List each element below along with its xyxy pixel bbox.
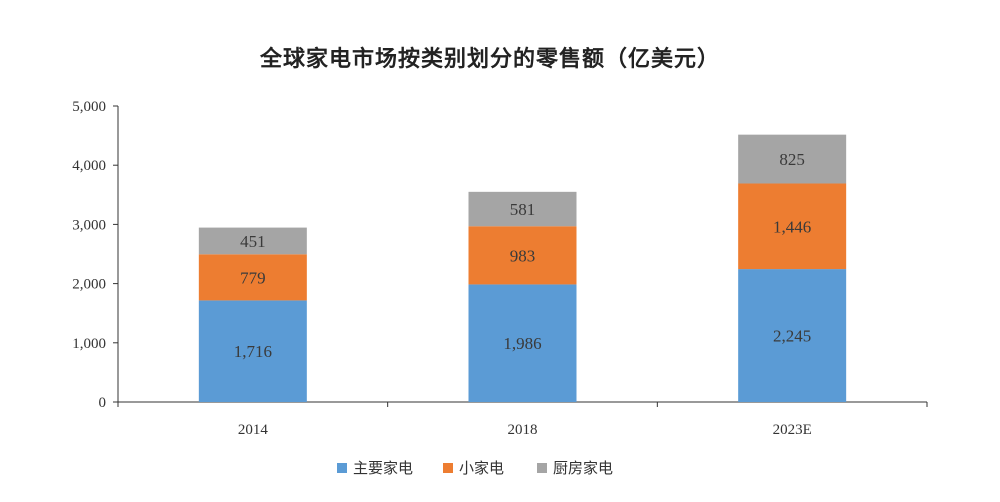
- bar-segment: [738, 183, 847, 270]
- legend-label: 小家电: [459, 459, 504, 477]
- y-tick-label: 4,000: [72, 158, 106, 174]
- bar-segment: [468, 284, 577, 402]
- data-label: 1,716: [234, 342, 272, 361]
- y-tick-label: 5,000: [72, 99, 106, 115]
- y-tick-label: 3,000: [72, 217, 106, 233]
- bar-groups: 1,716 779 451 1,986 983 581 2,245 1,446 825: [198, 134, 847, 402]
- x-axis-ticks: 2014 2018 2023E: [117, 402, 928, 438]
- data-label: 2,245: [773, 327, 811, 346]
- chart-title: 全球家电市场按类别划分的零售额（亿美元）: [259, 46, 720, 72]
- y-tick-label: 2,000: [72, 277, 106, 293]
- data-label: 825: [779, 150, 805, 169]
- bar-segment: [468, 226, 577, 285]
- legend: 主要家电 小家电 厨房家电: [337, 459, 613, 477]
- data-label: 779: [240, 268, 266, 287]
- y-tick-label: 1,000: [72, 336, 106, 352]
- legend-swatch: [443, 463, 453, 473]
- y-tick-label: 0: [99, 395, 107, 411]
- bar-segment: [738, 269, 847, 402]
- data-label: 451: [240, 232, 266, 251]
- data-label: 1,446: [773, 217, 811, 236]
- x-tick-label: 2023E: [773, 422, 812, 438]
- legend-label: 厨房家电: [553, 459, 613, 477]
- legend-swatch: [337, 463, 347, 473]
- data-label: 1,986: [503, 334, 541, 353]
- legend-label: 主要家电: [353, 459, 413, 477]
- bar-segment: [468, 191, 577, 227]
- bar-segment: [198, 254, 307, 301]
- bar-segment: [198, 227, 307, 255]
- x-tick-label: 2018: [508, 422, 538, 438]
- data-label: 581: [510, 200, 536, 219]
- y-axis-ticks: 0 1,000 2,000 3,000 4,000 5,000: [72, 99, 118, 411]
- data-label: 983: [510, 246, 536, 265]
- bar-segment: [738, 134, 847, 184]
- x-tick-label: 2014: [238, 422, 269, 438]
- legend-swatch: [537, 463, 547, 473]
- bar-segment: [198, 300, 307, 402]
